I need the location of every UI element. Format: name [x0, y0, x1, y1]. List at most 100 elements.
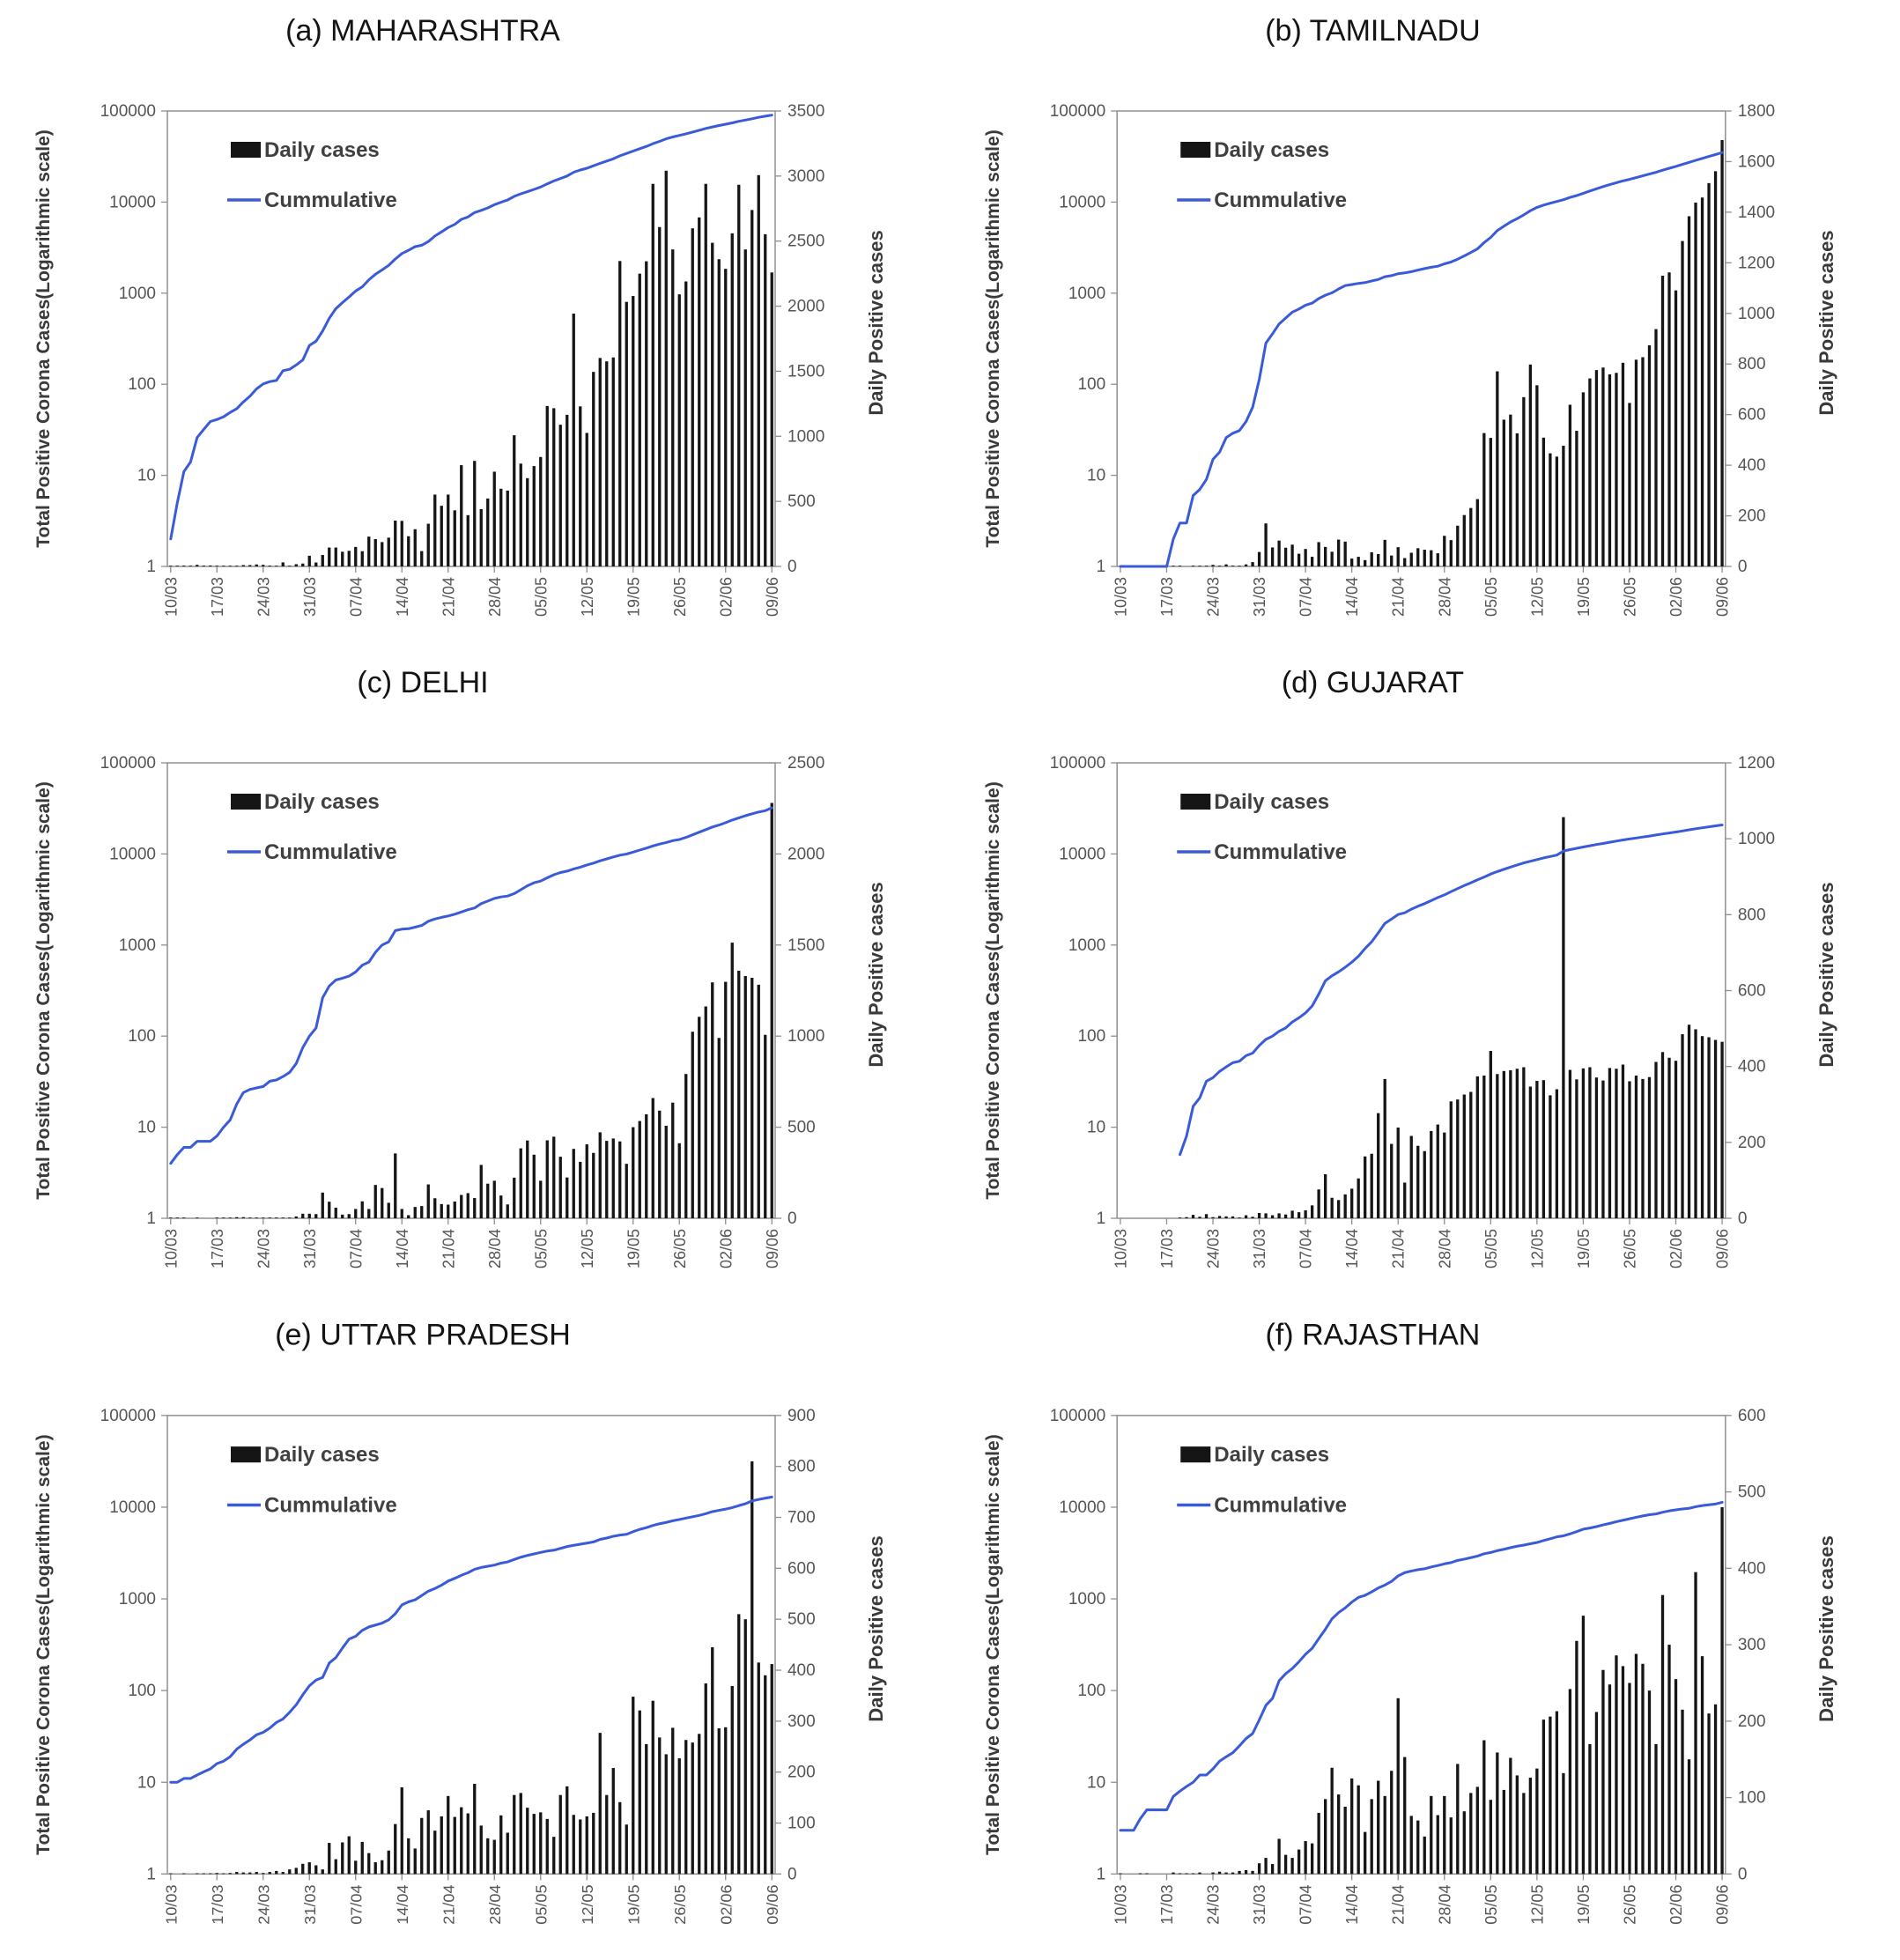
daily-bar [519, 463, 522, 566]
daily-bar [711, 1646, 714, 1875]
daily-bar [314, 1214, 318, 1218]
x-tick-label: 07/04 [1297, 1884, 1315, 1924]
x-tick-label: 17/03 [209, 1884, 226, 1924]
daily-bar [433, 1831, 437, 1875]
daily-bar [519, 1793, 522, 1875]
daily-bar [334, 547, 337, 566]
x-tick-label: 02/06 [1667, 577, 1685, 617]
left-tick-label: 10 [137, 467, 156, 485]
right-axis: 0 200 400 600 800 1000 1200 1400 1600 1800 [1725, 102, 1775, 576]
daily-bar [1581, 1068, 1586, 1218]
daily-bar [1555, 1089, 1559, 1218]
daily-bar [1713, 1704, 1718, 1875]
daily-bar [1443, 536, 1446, 566]
x-tick-label: 14/04 [1343, 1229, 1361, 1268]
daily-bar [611, 1768, 615, 1875]
daily-bar [1641, 357, 1645, 566]
daily-bar [1621, 1064, 1625, 1218]
right-tick-label: 1000 [787, 1027, 824, 1046]
right-axis: 0 500 1000 1500 2000 2500 3000 3500 [775, 102, 824, 576]
right-tick-label: 800 [787, 1458, 816, 1476]
daily-bar [764, 1034, 767, 1218]
daily-bar [1594, 1077, 1599, 1218]
x-tick-label: 21/04 [440, 1884, 457, 1924]
daily-bar [426, 1810, 430, 1875]
daily-bar [658, 1737, 662, 1875]
daily-bar [360, 1841, 364, 1875]
daily-bar [724, 981, 728, 1218]
x-tick-label: 31/03 [301, 1884, 319, 1924]
x-tick-label: 09/06 [764, 1229, 781, 1268]
left-axis: 1 10 100 1000 10000 100000 [100, 102, 167, 576]
daily-bar [1522, 1793, 1526, 1875]
daily-bar [770, 1664, 773, 1875]
daily-bar [1224, 1872, 1228, 1875]
right-tick-label: 400 [1738, 1058, 1766, 1076]
daily-bar [1436, 553, 1439, 566]
daily-bar [1323, 1799, 1327, 1875]
daily-bar [737, 1614, 741, 1875]
right-tick-label: 0 [787, 558, 797, 576]
daily-bar [1323, 546, 1327, 566]
daily-bar [1343, 1807, 1347, 1875]
daily-bar [711, 982, 714, 1218]
daily-bar [1528, 1778, 1533, 1875]
legend: Daily cases Cummulative [1177, 1443, 1347, 1518]
daily-bar [598, 1132, 602, 1218]
daily-bar [1555, 456, 1559, 566]
x-tick-label: 28/04 [1436, 1884, 1453, 1924]
right-tick-label: 900 [787, 1407, 816, 1425]
daily-bar [486, 1183, 490, 1218]
x-tick-label: 07/04 [347, 577, 365, 617]
daily-bar [373, 538, 377, 566]
daily-bar [301, 563, 305, 566]
x-tick-label: 19/05 [1575, 577, 1593, 617]
x-tick-label: 21/04 [1390, 1229, 1408, 1268]
daily-bar [572, 1149, 575, 1218]
daily-bar [202, 1873, 205, 1875]
daily-bar [492, 1180, 496, 1218]
right-tick-label: 0 [1738, 558, 1748, 576]
daily-bar [558, 1157, 562, 1218]
right-tick-label: 0 [1738, 1865, 1748, 1883]
daily-bar [1475, 499, 1479, 566]
daily-bar [354, 1860, 358, 1875]
daily-bar [645, 1113, 648, 1218]
panel-delhi: (c) DELHI 1 10 100 1000 10000 100000 0 500 1000 15… [0, 652, 950, 1304]
daily-bar [1337, 539, 1341, 566]
daily-bar [1290, 544, 1294, 566]
legend: Daily cases Cummulative [1177, 790, 1347, 864]
daily-bar [314, 562, 318, 566]
daily-bar [1647, 1076, 1652, 1218]
daily-bar [1502, 419, 1505, 566]
x-tick-label: 26/05 [671, 1884, 689, 1924]
daily-bar [1469, 507, 1473, 566]
daily-bar [407, 1215, 410, 1218]
daily-bar [1568, 404, 1572, 566]
daily-bar [664, 1125, 668, 1218]
x-tick-label: 09/06 [1714, 1884, 1732, 1924]
x-tick-label: 09/06 [764, 1884, 781, 1924]
daily-bar [394, 521, 397, 566]
x-tick-label: 05/05 [1482, 577, 1500, 617]
daily-bar [1522, 396, 1526, 566]
daily-bar [1528, 364, 1533, 566]
left-tick-label: 1 [146, 1209, 156, 1228]
daily-bar [1297, 1849, 1301, 1875]
x-tick-label: 21/04 [440, 1229, 457, 1268]
daily-bar [228, 1873, 232, 1875]
left-tick-label: 10000 [1059, 193, 1105, 211]
daily-bar [1244, 1215, 1248, 1218]
chart-delhi: (c) DELHI 1 10 100 1000 10000 100000 0 500 1000 15… [33, 666, 887, 1268]
right-axis: 0 200 400 600 800 1000 1200 [1725, 754, 1775, 1228]
plot-border [1116, 762, 1726, 1219]
daily-bar [539, 456, 543, 566]
cumulative-line [1179, 824, 1724, 1157]
daily-bar [1615, 1655, 1618, 1875]
daily-bar [1390, 1143, 1394, 1218]
daily-bar [1647, 1690, 1652, 1875]
daily-bar [447, 1795, 450, 1875]
legend-cumulative-label: Cummulative [1214, 189, 1347, 212]
daily-bar [1608, 374, 1612, 566]
x-tick-label: 26/05 [1621, 1229, 1638, 1268]
